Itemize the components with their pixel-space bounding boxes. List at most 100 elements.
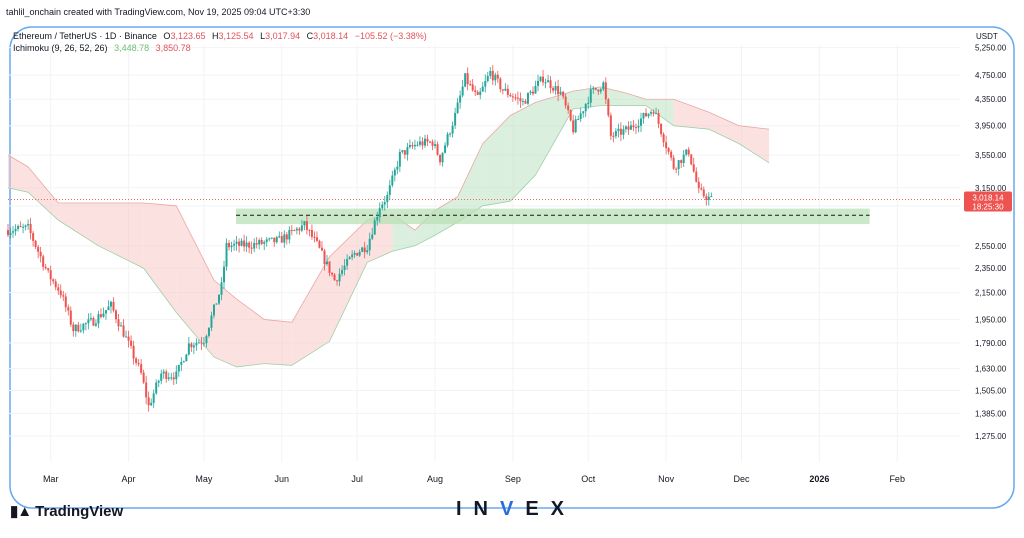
candle-body — [549, 80, 552, 89]
low-label: L — [260, 31, 266, 41]
y-tick-label: 2,550.00 — [975, 242, 1007, 251]
header-credit: tahlil_onchain created with TradingView.… — [6, 7, 311, 17]
candle-body — [695, 171, 698, 182]
price-tag-value: 3,018.14 — [972, 194, 1004, 203]
candle-body — [675, 168, 678, 170]
candle-body — [451, 125, 454, 134]
candle-body — [157, 380, 160, 383]
candle-body — [343, 265, 346, 271]
candle-body — [205, 335, 208, 344]
candle-body — [132, 345, 135, 359]
candle-body — [280, 236, 283, 243]
candle-body — [300, 225, 303, 231]
ichimoku-cloud-segment — [264, 319, 292, 366]
candle-body — [303, 221, 306, 226]
candle-body — [361, 247, 364, 252]
candle-body — [413, 144, 416, 147]
candle-body — [506, 88, 509, 95]
candle-body — [564, 96, 567, 106]
candle-body — [212, 304, 215, 316]
candle-body — [167, 377, 170, 379]
candle-body — [275, 237, 278, 243]
candle-body — [509, 94, 512, 97]
candle-body — [677, 160, 680, 170]
candle-body — [599, 89, 602, 92]
candle-body — [705, 196, 708, 201]
indicator-label[interactable]: Ichimoku (9, 26, 52, 26) — [13, 43, 108, 53]
candle-body — [632, 125, 635, 128]
ichimoku-cloud-segment — [176, 205, 214, 358]
candle-body — [230, 245, 233, 248]
candle-body — [594, 87, 597, 90]
candle-body — [562, 91, 565, 97]
candle-body — [67, 307, 70, 311]
candle-body — [250, 247, 253, 249]
candle-body — [217, 294, 220, 304]
y-tick-label: 4,350.00 — [975, 95, 1007, 104]
candle-body — [210, 315, 213, 328]
candle-body — [373, 220, 376, 235]
candle-body — [496, 74, 499, 79]
y-tick-label: 2,150.00 — [975, 289, 1007, 298]
candle-body — [180, 362, 183, 365]
candle-body — [235, 241, 238, 244]
candle-body — [607, 99, 610, 116]
candle-body — [486, 75, 489, 82]
candle-body — [682, 154, 685, 164]
candle-body — [471, 84, 474, 91]
candle-body — [441, 152, 444, 163]
candle-body — [69, 310, 72, 325]
candle-body — [54, 281, 57, 288]
y-tick-label: 3,150.00 — [975, 184, 1007, 193]
candle-body — [288, 229, 291, 240]
candle-body — [637, 125, 640, 128]
candle-body — [313, 236, 316, 238]
ichimoku-cloud-segment — [646, 99, 674, 126]
candle-body — [539, 76, 542, 81]
y-tick-label: 1,275.00 — [975, 432, 1007, 441]
candle-body — [690, 154, 693, 165]
candle-body — [557, 86, 560, 95]
candle-body — [391, 175, 394, 186]
candle-body — [469, 84, 472, 86]
symbol-label[interactable]: Ethereum / TetherUS · 1D · Binance — [13, 31, 157, 41]
candle-body — [574, 119, 577, 133]
candle-body — [421, 141, 424, 146]
candle-body — [670, 151, 673, 158]
high-label: H — [212, 31, 219, 41]
price-tag — [964, 191, 1012, 212]
x-tick-label: Oct — [581, 474, 596, 484]
candle-body — [614, 130, 617, 137]
y-tick-label: 1,950.00 — [975, 315, 1007, 324]
candle-body — [617, 128, 620, 131]
candle-body — [82, 323, 85, 331]
candle-body — [368, 238, 371, 251]
candle-body — [328, 261, 331, 273]
candle-body — [587, 102, 590, 104]
candle-body — [22, 226, 25, 228]
candle-body — [160, 373, 163, 381]
candle-body — [710, 196, 713, 198]
candle-body — [494, 74, 497, 81]
candle-body — [265, 239, 268, 242]
candle-body — [127, 336, 130, 341]
candle-body — [552, 88, 555, 91]
brand-v: V — [500, 498, 526, 520]
candle-body — [57, 287, 60, 291]
candle-body — [278, 236, 281, 238]
tradingview-logo[interactable]: ▮▲ TradingView — [10, 502, 123, 521]
candle-body — [102, 313, 105, 317]
cloud-span-a — [7, 86, 770, 323]
candle-body — [519, 98, 522, 102]
candle-body — [423, 138, 426, 146]
candle-body — [9, 232, 12, 235]
candle-body — [17, 226, 20, 229]
candle-body — [185, 354, 188, 362]
candle-body — [597, 89, 600, 92]
candle-body — [366, 250, 369, 253]
candle-body — [207, 327, 210, 336]
candle-body — [567, 105, 570, 111]
candle-body — [456, 102, 459, 114]
brand-right: EX — [525, 498, 577, 520]
y-tick-label: 3,550.00 — [975, 151, 1007, 160]
